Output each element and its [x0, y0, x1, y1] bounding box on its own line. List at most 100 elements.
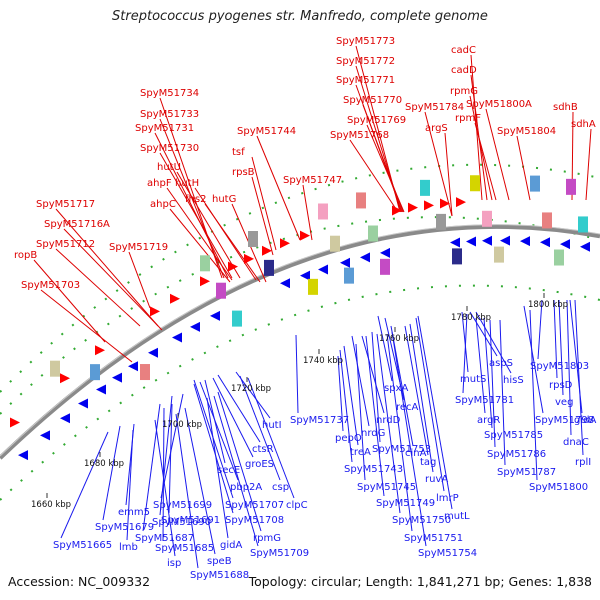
inner-gene-label[interactable]: argR: [477, 415, 500, 426]
inner-gene-label[interactable]: SpyM51743: [344, 464, 403, 475]
inner-gene-label[interactable]: ruvA: [425, 474, 448, 485]
inner-gene-label[interactable]: emm5: [118, 507, 150, 518]
inner-gene-label[interactable]: SpyM51798: [535, 415, 594, 426]
outer-gene-label[interactable]: cadD: [451, 65, 477, 76]
scale-tick-label: 1680 kbp: [84, 459, 124, 469]
inner-gene-label[interactable]: pbp2A: [230, 482, 262, 493]
outer-gene-label[interactable]: ahpC: [150, 199, 176, 210]
gene-composition-block: [216, 282, 226, 299]
outer-gene-label[interactable]: SpyM51712: [36, 239, 95, 250]
inner-gene-label[interactable]: SpyM51688: [190, 570, 249, 581]
inner-gene-label[interactable]: tag: [420, 457, 436, 468]
inner-gene-label[interactable]: mutL: [444, 511, 470, 522]
outer-leader-line: [349, 139, 399, 213]
outer-gene-label[interactable]: SpyM51773: [336, 36, 395, 47]
inner-gene-label[interactable]: SpyM51685: [155, 543, 214, 554]
inner-gene-label[interactable]: hisS: [503, 375, 524, 386]
inner-gene-label[interactable]: lmb: [119, 542, 138, 553]
inner-gene-label[interactable]: SpyM51800: [529, 482, 588, 493]
outer-gene-label[interactable]: ahpF: [147, 178, 172, 189]
outer-gene-label[interactable]: rpmG: [450, 86, 478, 97]
inner-gene-label[interactable]: SpyM51691: [161, 515, 220, 526]
inner-gene-label[interactable]: pepO: [335, 433, 362, 444]
outer-gene-label[interactable]: SpyM51733: [140, 109, 199, 120]
inner-gene-label[interactable]: nrdG: [361, 428, 385, 439]
inner-gene-label[interactable]: spxA: [384, 383, 408, 394]
outer-gene-label[interactable]: sdhB: [553, 102, 578, 113]
outer-gene-label[interactable]: SpyM51769: [347, 115, 406, 126]
outer-gene-label[interactable]: rpmF: [455, 113, 481, 124]
inner-gene-label[interactable]: SpyM51750: [392, 515, 451, 526]
inner-gene-label[interactable]: ctsR: [252, 444, 274, 455]
outer-leader-line: [516, 135, 531, 201]
inner-gene-label[interactable]: SpyM51665: [53, 540, 112, 551]
inner-gene-label[interactable]: isp: [167, 558, 181, 569]
inner-gene-label[interactable]: groES: [245, 459, 274, 470]
outer-gene-label[interactable]: SpyM51744: [237, 126, 296, 137]
outer-gene-label[interactable]: cadC: [451, 45, 476, 56]
inner-gene-label[interactable]: gidA: [220, 540, 242, 551]
outer-gene-label[interactable]: SpyM51804: [497, 126, 556, 137]
outer-gene-label[interactable]: SpyM51719: [109, 242, 168, 253]
inner-gene-label[interactable]: treA: [350, 447, 371, 458]
inner-gene-label[interactable]: csp: [272, 482, 289, 493]
inner-gene-label[interactable]: lmrP: [436, 493, 459, 504]
outer-gene-label[interactable]: SpyM51717: [36, 199, 95, 210]
inner-gene-label[interactable]: dnaC: [563, 437, 589, 448]
outer-gene-label[interactable]: SpyM51716A: [44, 219, 110, 230]
outer-gene-label[interactable]: sdhA: [571, 119, 596, 130]
inner-gene-label[interactable]: mutS: [460, 374, 486, 385]
inner-gene-label[interactable]: speB: [207, 556, 232, 567]
inner-gene-label[interactable]: SpyM51754: [418, 548, 477, 559]
inner-gene-label[interactable]: rpsD: [549, 380, 573, 391]
outer-gene-label[interactable]: fhs2: [185, 194, 206, 205]
outer-gene-label[interactable]: rpsB: [232, 167, 255, 178]
inner-gene-label[interactable]: SpyM51745: [357, 482, 416, 493]
inner-gene-label[interactable]: SpyM51709: [250, 548, 309, 559]
inner-gene-label[interactable]: cinA: [405, 448, 427, 459]
outer-gene-label[interactable]: ropB: [14, 250, 37, 261]
outer-gene-label[interactable]: argS: [425, 123, 448, 134]
inner-gene-label[interactable]: SpyM51699: [153, 500, 212, 511]
inner-gene-label[interactable]: SpyM51679: [95, 522, 154, 533]
outer-gene-label[interactable]: tsf: [232, 147, 245, 158]
outer-gene-label[interactable]: SpyM51768: [330, 130, 389, 141]
inner-gene-label[interactable]: clpC: [286, 500, 308, 511]
outer-gene-label[interactable]: hutU: [157, 162, 181, 173]
inner-gene-label[interactable]: SpyM51737: [290, 415, 349, 426]
inner-gene-label[interactable]: aspS: [489, 358, 513, 369]
outer-gene-label[interactable]: SpyM51734: [140, 88, 199, 99]
inner-gene-label[interactable]: gidA: [574, 415, 596, 426]
inner-gene-label[interactable]: veg: [555, 397, 573, 408]
outer-leader-line: [166, 187, 233, 281]
outer-gene-label[interactable]: hutH: [175, 178, 199, 189]
inner-gene-label[interactable]: rpmG: [253, 533, 281, 544]
inner-gene-label[interactable]: nrdD: [376, 415, 401, 426]
inner-gene-label[interactable]: SpyM51753: [372, 444, 431, 455]
outer-gene-label[interactable]: SpyM51730: [140, 143, 199, 154]
inner-gene-label[interactable]: secE: [217, 465, 240, 476]
inner-gene-label[interactable]: SpyM51690: [152, 517, 211, 528]
inner-gene-label[interactable]: SpyM51707: [225, 500, 284, 511]
inner-gene-label[interactable]: rplI: [575, 457, 591, 468]
inner-gene-label[interactable]: SpyM51708: [225, 515, 284, 526]
inner-gene-label[interactable]: SpyM51749: [376, 498, 435, 509]
outer-gene-label[interactable]: SpyM51784: [405, 102, 464, 113]
outer-gene-label[interactable]: SpyM51731: [135, 123, 194, 134]
inner-gene-label[interactable]: hutI: [262, 420, 282, 431]
inner-gene-label[interactable]: recA: [396, 402, 419, 413]
outer-gene-label[interactable]: SpyM51770: [343, 95, 402, 106]
inner-gene-label[interactable]: SpyM51803: [530, 361, 589, 372]
inner-gene-label[interactable]: SpyM51781: [455, 395, 514, 406]
inner-gene-label[interactable]: SpyM51751: [404, 533, 463, 544]
inner-gene-label[interactable]: SpyM51787: [497, 467, 556, 478]
outer-gene-label[interactable]: SpyM51747: [283, 175, 342, 186]
outer-gene-label[interactable]: SpyM51703: [21, 280, 80, 291]
outer-gene-label[interactable]: hutG: [212, 194, 236, 205]
outer-gene-label[interactable]: SpyM51800A: [466, 99, 532, 110]
outer-gene-label[interactable]: SpyM51771: [336, 75, 395, 86]
inner-gene-label[interactable]: SpyM51786: [487, 449, 546, 460]
outer-gene-label[interactable]: SpyM51772: [336, 56, 395, 67]
inner-gene-label[interactable]: SpyM51687: [135, 533, 194, 544]
inner-gene-label[interactable]: SpyM51785: [484, 430, 543, 441]
